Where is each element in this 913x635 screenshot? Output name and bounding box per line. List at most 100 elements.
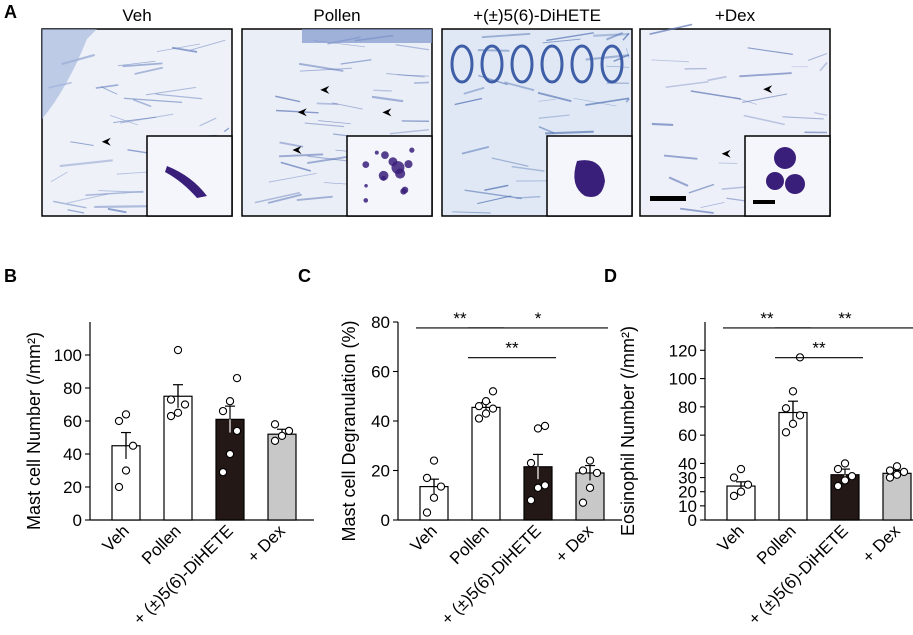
granule	[401, 186, 409, 194]
arrowhead-marker	[721, 149, 731, 158]
data-point	[540, 481, 550, 490]
tissue-strand	[542, 38, 581, 44]
tissue-strand	[585, 97, 630, 106]
data-point	[173, 345, 183, 355]
inset-frame	[146, 135, 233, 217]
tissue-strand	[743, 114, 785, 126]
tissue-strand	[538, 126, 555, 134]
tissue-strand	[323, 182, 347, 185]
tissue-strand	[663, 154, 698, 160]
inset-frame	[346, 135, 433, 217]
tissue-strand	[454, 97, 483, 106]
data-point	[270, 420, 280, 429]
y-tick-label: 0	[73, 511, 82, 530]
tissue-strand	[477, 195, 512, 205]
y-axis-label: Eosinophil Number (/mm²)	[618, 326, 638, 536]
tissue-strand	[463, 86, 485, 95]
tissue-strand	[100, 86, 118, 95]
chart-mast-cell-degranulation: 0 20 40 60 80 Mast cell Degranulation (%) Veh P…	[339, 309, 622, 629]
data-point	[422, 473, 432, 483]
granule	[404, 160, 413, 169]
data-point	[121, 410, 131, 419]
data-point	[533, 424, 543, 433]
tissue-strand	[156, 43, 201, 53]
significance-label: *	[535, 309, 542, 328]
tissue-strand	[296, 195, 333, 202]
micrograph-row: Veh Pollen +(±)5(6)-DiHETE +Dex	[41, 6, 831, 217]
y-tick-label: 30	[678, 469, 697, 488]
tissue-strand	[389, 129, 430, 135]
category-label: + Dex	[244, 521, 290, 567]
tissue-strand	[747, 47, 793, 55]
tissue-strand	[593, 32, 630, 37]
tissue-strand	[94, 205, 151, 209]
data-point	[284, 426, 294, 436]
y-tick-label: 10	[678, 497, 697, 516]
tissue-strand	[98, 190, 144, 193]
data-point	[114, 416, 124, 426]
significance-label: **	[812, 339, 826, 358]
panel-letter-b: B	[4, 266, 17, 286]
tissue-strand	[109, 115, 138, 126]
tissue-strand	[318, 120, 351, 125]
tissue-strand	[452, 211, 491, 214]
arrowhead-marker	[101, 137, 111, 146]
micrograph-label: +(±)5(6)-DiHETE	[473, 6, 601, 25]
tissue-strand	[66, 193, 108, 204]
data-point	[173, 408, 183, 417]
data-point	[128, 441, 138, 450]
data-point	[729, 473, 739, 482]
data-point	[422, 508, 432, 517]
tissue-strand	[145, 86, 197, 96]
tissue-strand	[304, 122, 345, 128]
tissue-strand	[414, 81, 430, 84]
y-axis-label: Mast cell Number (/mm²)	[24, 332, 44, 530]
tissue-strand	[651, 59, 689, 63]
tissue-strand	[477, 49, 510, 52]
data-point	[833, 481, 843, 491]
category-label: Veh	[714, 521, 748, 555]
data-point	[232, 373, 242, 383]
tissue-strand	[119, 113, 174, 124]
tissue-strand	[511, 165, 545, 172]
epithelium	[42, 29, 97, 119]
tissue-strand	[516, 195, 541, 199]
panel-letter-d: D	[604, 266, 617, 286]
tissue-strand	[622, 32, 630, 41]
data-point	[218, 467, 228, 477]
category-label: Veh	[407, 521, 441, 555]
data-point	[729, 491, 739, 501]
granule	[363, 198, 369, 203]
y-tick-label: 100	[669, 370, 697, 389]
data-point	[788, 419, 798, 428]
data-point	[180, 400, 190, 409]
significance-label: **	[505, 339, 519, 358]
data-point	[578, 466, 588, 475]
tissue-strand	[814, 112, 828, 116]
data-point	[743, 480, 753, 489]
data-point	[885, 473, 895, 482]
tissue-strand	[538, 98, 556, 102]
data-point	[833, 464, 843, 474]
tissue-strand	[626, 48, 630, 58]
data-point	[121, 466, 131, 475]
granule	[374, 150, 379, 155]
data-point	[436, 482, 446, 491]
tissue-strand	[316, 102, 339, 106]
tissue-strand	[267, 193, 302, 204]
tissue-strand	[268, 172, 317, 183]
tissue-strand	[665, 80, 709, 89]
granule	[364, 184, 368, 188]
data-point	[592, 468, 602, 478]
data-point	[481, 397, 491, 406]
tissue-strand	[113, 116, 157, 123]
micrograph-panel	[241, 28, 433, 217]
tissue-strand	[819, 62, 828, 72]
tissue-strand	[254, 191, 301, 204]
tissue-strand	[700, 202, 725, 208]
tissue-strand	[606, 65, 630, 68]
significance-label: **	[760, 309, 774, 328]
tissue-strand	[688, 183, 715, 194]
granule	[378, 170, 389, 181]
